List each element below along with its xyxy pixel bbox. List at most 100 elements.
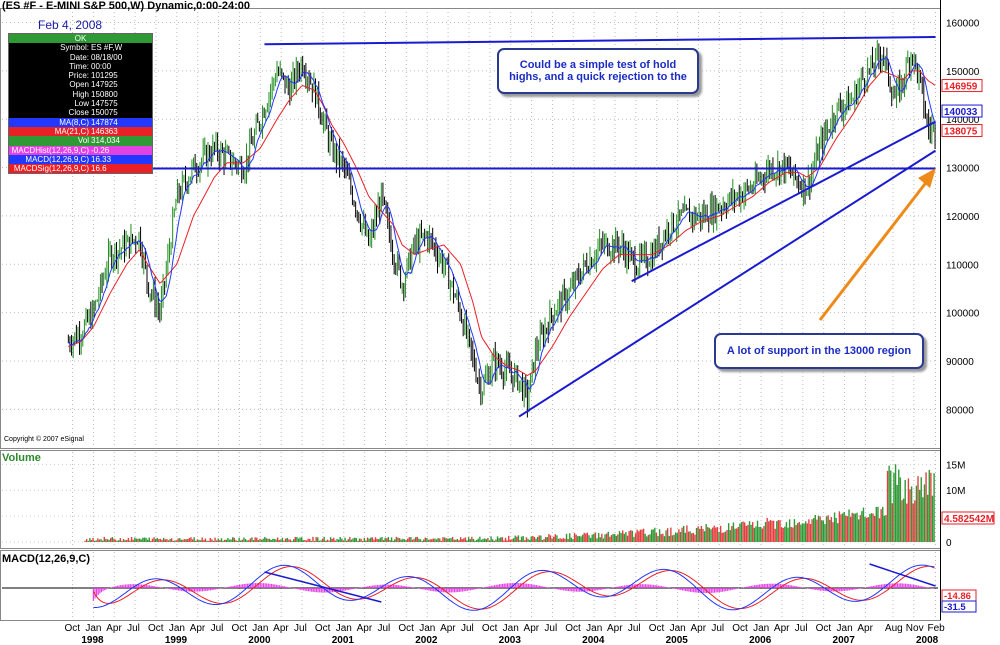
macd-signal-line [92, 565, 935, 610]
indicator-value: 16.33 [91, 154, 112, 164]
month-tick-label: Jan [252, 623, 268, 634]
info-label: Close [68, 108, 89, 118]
info-value: 08/18/00 [91, 52, 123, 62]
month-tick-label: Oct [65, 623, 81, 634]
macd-last-value: -31.5 [944, 602, 966, 613]
month-tick-label: Oct [732, 623, 748, 634]
resistance-line [264, 36, 936, 46]
month-tick-label: Apr [524, 623, 540, 634]
macd-last-value: -14.86 [944, 591, 971, 602]
last-value-box [941, 104, 983, 118]
info-row: Time: 00:00 [9, 62, 152, 71]
info-row: Close 150075 [9, 108, 152, 117]
last-value-box [941, 124, 983, 138]
volume-panel-label: Volume [2, 452, 41, 464]
month-tick-label: Nov [906, 623, 924, 634]
month-tick-label: Jan [336, 623, 352, 634]
year-tick-label: 2002 [415, 635, 438, 645]
month-tick-label: Oct [315, 623, 331, 634]
month-tick-label: Jul [795, 623, 808, 634]
price-tick-label: 160000 [946, 19, 980, 30]
callout-top: Could be a simple test of hold highs, an… [497, 48, 699, 94]
month-tick-label: Jul [544, 623, 557, 634]
month-tick-label: Apr [357, 623, 373, 634]
indicator-label: MACDSig(12,26,9,C) [13, 164, 89, 174]
month-tick-label: Jul [127, 623, 140, 634]
month-tick-label: Feb [927, 623, 945, 634]
copyright-text: Copyright © 2007 eSignal [4, 436, 84, 443]
info-row: Symbol: ES #F,W [9, 43, 152, 52]
support-arrow-shaft [818, 179, 930, 321]
indicator-row: MACDHist(12,26,9,C) -0.26 [9, 145, 152, 155]
indicator-label: MACD(12,26,9,C) [25, 154, 89, 164]
support-arrow-head [918, 168, 936, 188]
info-row: Price: 101295 [9, 71, 152, 80]
price-tick-label: 120000 [946, 212, 980, 223]
month-tick-label: Apr [440, 623, 456, 634]
price-tick-label: 90000 [946, 357, 974, 368]
month-tick-label: Oct [649, 623, 665, 634]
year-tick-label: 2008 [916, 635, 939, 645]
price-tick-label: 100000 [946, 309, 980, 320]
month-tick-label: Oct [231, 623, 247, 634]
month-tick-label: Jul [211, 623, 224, 634]
chart-title: (ES #F - E-MINI S&P 500,W) Dynamic,0:00-… [2, 0, 250, 12]
trendlines-overlay [60, 36, 937, 603]
month-tick-label: Jan [753, 623, 769, 634]
info-label: High [72, 89, 89, 99]
macd-divergence-line [264, 571, 382, 603]
year-tick-label: 1999 [165, 635, 188, 645]
price-tick-label: 110000 [946, 260, 979, 271]
month-tick-label: Oct [482, 623, 498, 634]
indicator-value: 147874 [91, 117, 118, 127]
macd-panel [2, 564, 938, 611]
macd-last-box [941, 600, 977, 613]
month-tick-label: Apr [273, 623, 289, 634]
indicator-label: MA(8,C) [59, 117, 89, 127]
volume-last-value: 4.582542M [944, 514, 994, 525]
info-row: Low 147575 [9, 99, 152, 108]
info-label: Low [74, 99, 89, 109]
volume-tick-label: 15M [946, 460, 965, 471]
month-tick-label: Apr [857, 623, 873, 634]
volume-last-box [941, 511, 995, 525]
info-value: 147575 [91, 99, 118, 109]
indicator-row: Vol 314,034 [9, 136, 152, 146]
info-row: Open 147925 [9, 80, 152, 89]
volume-tick-label: 10M [946, 486, 965, 497]
month-tick-label: Jan [169, 623, 185, 634]
price-tick-label: 140000 [946, 115, 980, 126]
indicator-value: 146363 [91, 126, 118, 136]
year-tick-label: 2001 [332, 635, 355, 645]
month-tick-label: Jan [586, 623, 602, 634]
indicator-row: MA(21,C) 146363 [9, 126, 152, 137]
month-tick-label: Jul [628, 623, 641, 634]
month-tick-label: Jan [670, 623, 686, 634]
indicator-label: MA(21,C) [54, 126, 89, 136]
year-tick-label: 2000 [248, 635, 271, 645]
month-tick-label: Jul [711, 623, 724, 634]
info-value: 147925 [91, 80, 118, 90]
info-label: Date: [69, 52, 89, 62]
info-box: OK Symbol: ES #F,W Date: 08/18/00 Time: 00:… [8, 33, 153, 175]
month-tick-label: Apr [774, 623, 790, 634]
info-value: 00:00 [91, 61, 112, 71]
month-tick-label: Oct [565, 623, 581, 634]
year-tick-label: 2006 [749, 635, 772, 645]
indicator-label: Vol [77, 136, 89, 146]
price-panel [67, 39, 936, 418]
indicator-row: MACDSig(12,26,9,C) 16.6 [9, 164, 152, 174]
indicator-row: MA(8,C) 147874 [9, 117, 152, 127]
indicator-value: -0.26 [91, 145, 110, 155]
month-tick-label: Jan [419, 623, 435, 634]
info-row: Date: 08/18/00 [9, 53, 152, 62]
month-tick-label: Jul [294, 623, 307, 634]
month-tick-label: Aug [885, 623, 903, 634]
info-row: High 150800 [9, 90, 152, 99]
indicator-label: MACDHist(12,26,9,C) [11, 145, 89, 155]
macd-divergence-line [869, 563, 936, 587]
info-label: Time: [69, 61, 89, 71]
year-tick-label: 2004 [582, 635, 605, 645]
